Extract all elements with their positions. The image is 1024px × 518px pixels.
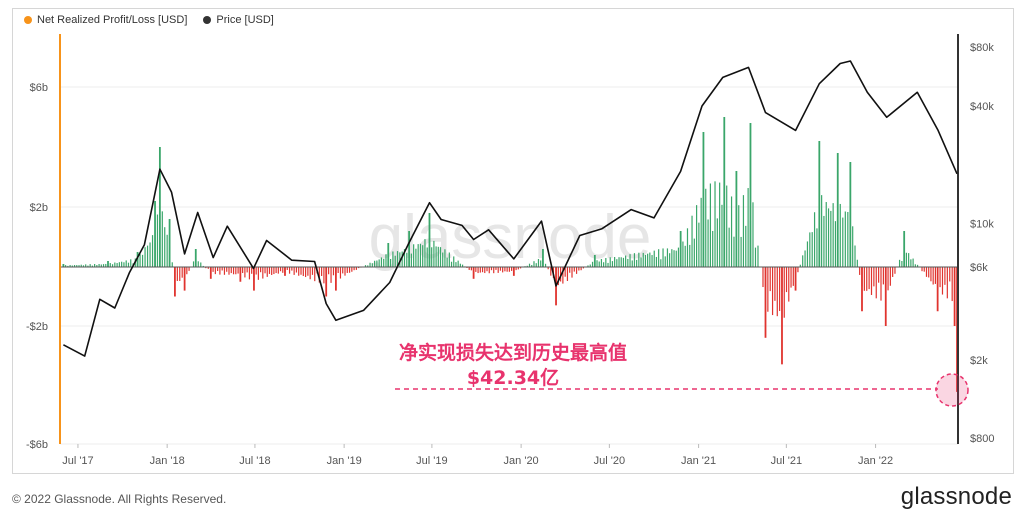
y-left-tick-label: $2b — [30, 202, 48, 214]
chart-frame — [12, 8, 1014, 474]
x-tick-label: Jul '17 — [62, 455, 93, 467]
x-tick-label: Jul '20 — [594, 455, 625, 467]
legend-dot-orange-icon — [24, 16, 32, 24]
x-tick-label: Jan '20 — [504, 455, 539, 467]
legend-item-price[interactable]: Price [USD] — [203, 14, 274, 26]
y-left-tick-label: -$2b — [26, 321, 48, 333]
x-tick-label: Jan '21 — [681, 455, 716, 467]
y-right-tick-label: $800 — [970, 433, 994, 445]
x-tick-label: Jul '19 — [416, 455, 447, 467]
chart-legend: Net Realized Profit/Loss [USD] Price [US… — [24, 14, 274, 26]
legend-item-profit-loss[interactable]: Net Realized Profit/Loss [USD] — [24, 14, 187, 26]
copyright-text: © 2022 Glassnode. All Rights Reserved. — [12, 492, 227, 506]
annotation-line2: $42.34亿 — [467, 366, 559, 389]
x-tick-label: Jul '18 — [239, 455, 270, 467]
x-tick-label: Jan '22 — [858, 455, 893, 467]
x-tick-label: Jan '19 — [327, 455, 362, 467]
y-right-tick-label: $6k — [970, 262, 988, 274]
legend-label-price: Price [USD] — [216, 14, 274, 26]
annotation-highlight-circle — [935, 373, 969, 407]
y-right-tick-label: $80k — [970, 42, 994, 54]
price-line — [63, 60, 958, 357]
y-right-tick-label: $40k — [970, 101, 994, 113]
y-right-tick-label: $10k — [970, 219, 994, 231]
x-tick-label: Jan '18 — [150, 455, 185, 467]
y-left-tick-label: $6b — [30, 82, 48, 94]
legend-dot-black-icon — [203, 16, 212, 24]
glassnode-logo: glassnode — [900, 483, 1012, 510]
y-right-tick-label: $2k — [970, 355, 988, 367]
legend-label-profit-loss: Net Realized Profit/Loss [USD] — [37, 14, 188, 26]
y-left-tick-label: -$6b — [26, 439, 48, 451]
annotation-line1: 净实现损失达到历史最高值 — [399, 341, 627, 364]
x-tick-label: Jul '21 — [771, 455, 802, 467]
